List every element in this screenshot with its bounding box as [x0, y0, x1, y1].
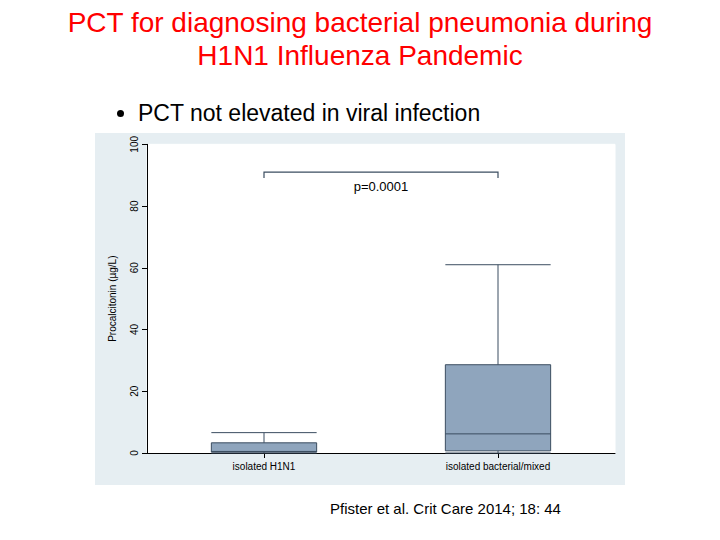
svg-text:80: 80: [129, 200, 140, 212]
html-text:H1N1 Influenza Pandemic: H1N1 Influenza Pandemic: [197, 40, 523, 71]
svg-text:0: 0: [129, 450, 140, 456]
svg-text:isolated H1N1: isolated H1N1: [233, 461, 296, 472]
html-text:PCT not elevated in viral infe: PCT not elevated in viral infection: [138, 100, 481, 126]
html-text:PCT for diagnosing bacterial p: PCT for diagnosing bacterial pneumonia d…: [67, 7, 653, 38]
svg-text:p=0.0001: p=0.0001: [354, 179, 409, 194]
svg-text:Procalcitonin (µg/L): Procalcitonin (µg/L): [107, 255, 118, 341]
svg-text:40: 40: [129, 324, 140, 336]
html-text:Pfister et al. Crit Care 2014;: Pfister et al. Crit Care 2014; 18: 44: [330, 500, 561, 517]
svg-text:100: 100: [129, 136, 140, 153]
svg-text:20: 20: [129, 385, 140, 397]
svg-text:60: 60: [129, 262, 140, 274]
svg-text:isolated bacterial/mixed: isolated bacterial/mixed: [446, 461, 551, 472]
